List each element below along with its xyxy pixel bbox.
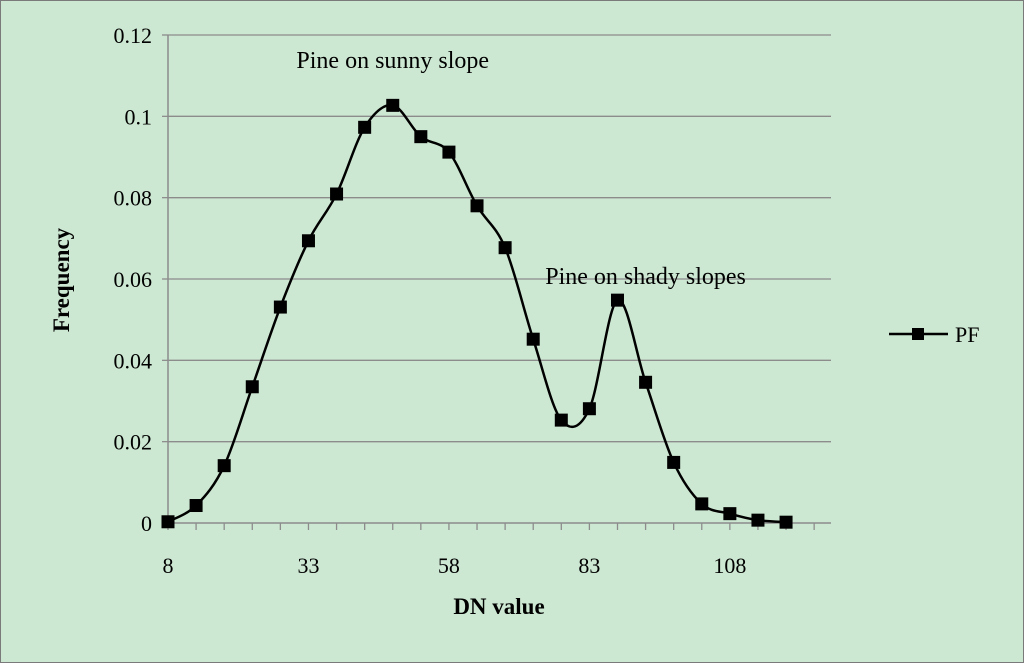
y-tick-label: 0.04 <box>114 348 153 373</box>
legend-label: PF <box>955 322 979 347</box>
data-point <box>695 497 709 511</box>
x-axis-title: DN value <box>453 594 544 619</box>
x-tick-label: 8 <box>163 553 174 578</box>
x-tick-label: 58 <box>438 553 460 578</box>
data-point <box>301 234 315 248</box>
annotation-label: Pine on sunny slope <box>296 48 489 74</box>
data-point <box>751 513 765 527</box>
x-tick-label: 83 <box>578 553 600 578</box>
data-point <box>667 455 681 469</box>
data-point <box>273 300 287 314</box>
x-tick-label: 108 <box>713 553 746 578</box>
legend-marker <box>912 328 924 340</box>
data-point <box>526 332 540 346</box>
x-tick-label: 33 <box>297 553 319 578</box>
legend: PF <box>889 322 979 347</box>
annotations: Pine on sunny slope Pine on shady slopes <box>296 48 746 290</box>
y-tick-label: 0 <box>141 511 152 536</box>
y-tick-label: 0.1 <box>125 104 153 129</box>
data-point <box>245 380 259 394</box>
data-point <box>161 515 175 529</box>
series-line <box>167 103 787 524</box>
data-point <box>330 187 344 201</box>
data-point <box>639 375 653 389</box>
data-point <box>217 459 231 473</box>
series-layer <box>161 98 793 529</box>
y-axis-title: Frequency <box>49 227 74 332</box>
data-point <box>582 402 596 416</box>
y-tick-label: 0.02 <box>114 430 153 455</box>
data-point <box>414 130 428 144</box>
annotation-label: Pine on shady slopes <box>545 264 746 290</box>
y-tick-labels: 0 0.02 0.04 0.06 0.08 0.1 0.12 <box>114 23 153 536</box>
data-point <box>554 413 568 427</box>
data-point <box>779 515 793 529</box>
x-tick-labels: 8 33 58 83 108 <box>163 553 747 578</box>
data-point <box>358 120 372 134</box>
data-point <box>442 145 456 159</box>
data-point <box>723 507 737 521</box>
gridlines <box>168 34 831 443</box>
y-tick-label: 0.06 <box>114 267 153 292</box>
data-point <box>498 241 512 255</box>
y-tick-label: 0.08 <box>114 186 153 211</box>
y-tick-label: 0.12 <box>114 23 153 48</box>
data-point <box>610 293 624 307</box>
data-point <box>386 98 400 112</box>
data-point <box>470 199 484 213</box>
data-point <box>189 499 203 513</box>
